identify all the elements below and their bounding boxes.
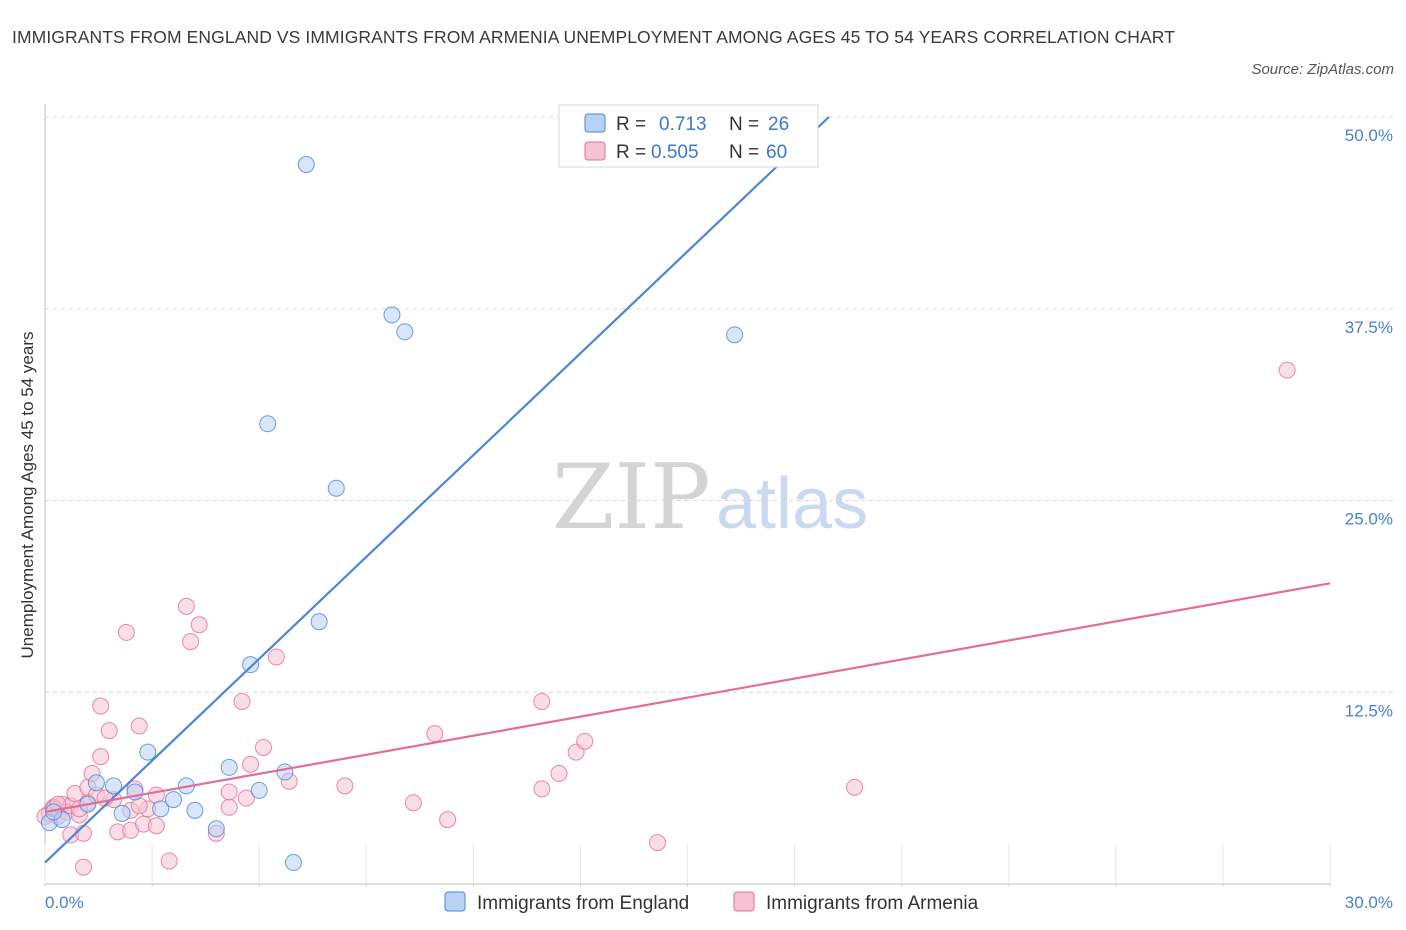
armenia-point bbox=[237, 789, 255, 807]
armenia-point bbox=[576, 732, 594, 750]
armenia-point bbox=[100, 722, 118, 740]
england-point bbox=[113, 804, 131, 822]
england-point bbox=[87, 774, 105, 792]
armenia-point bbox=[177, 597, 195, 615]
y-tick-label: 50.0% bbox=[1345, 126, 1393, 145]
legend-swatch-england bbox=[584, 113, 606, 133]
y-axis-label: Unemployment Among Ages 45 to 54 years bbox=[18, 332, 37, 659]
armenia-point bbox=[336, 777, 354, 795]
armenia-point bbox=[130, 717, 148, 735]
england-points bbox=[40, 156, 744, 872]
england-point bbox=[327, 479, 345, 497]
england-point bbox=[726, 326, 744, 344]
armenia-point bbox=[242, 755, 260, 773]
legend-swatch-armenia bbox=[584, 141, 606, 161]
armenia-point bbox=[75, 858, 93, 876]
legend-r-label-armenia: R = bbox=[616, 142, 646, 163]
england-point bbox=[242, 656, 260, 674]
armenia-point bbox=[426, 725, 444, 743]
armenia-point bbox=[254, 738, 272, 756]
chart-title: IMMIGRANTS FROM ENGLAND VS IMMIGRANTS FR… bbox=[12, 27, 1175, 47]
england-point bbox=[139, 743, 157, 761]
england-point bbox=[105, 777, 123, 795]
armenia-point bbox=[147, 817, 165, 835]
legend-n-value-armenia: 60 bbox=[766, 142, 787, 163]
armenia-point bbox=[92, 748, 110, 766]
correlation-legend: R = 0.713 N = 26 R = 0.505 N = 60 bbox=[558, 104, 819, 168]
bottom-legend-swatch-england bbox=[444, 891, 466, 912]
legend-r-value-armenia: 0.505 bbox=[651, 142, 699, 163]
armenia-point bbox=[220, 798, 238, 816]
england-point bbox=[220, 758, 238, 776]
england-point bbox=[383, 306, 401, 324]
y-tick-label: 12.5% bbox=[1345, 701, 1393, 720]
armenia-point bbox=[233, 692, 251, 710]
armenia-points bbox=[36, 361, 1296, 876]
source-label: Source: ZipAtlas.com bbox=[1251, 61, 1394, 78]
england-point bbox=[297, 156, 315, 174]
watermark-zip: ZIP bbox=[552, 445, 711, 550]
y-tick-label: 25.0% bbox=[1345, 510, 1393, 529]
trend-lines bbox=[44, 116, 1331, 864]
england-point bbox=[310, 613, 328, 631]
armenia-point bbox=[1278, 361, 1296, 379]
bottom-legend-label-armenia: Immigrants from Armenia bbox=[766, 893, 979, 914]
armenia-point bbox=[533, 780, 551, 798]
armenia-point bbox=[220, 783, 238, 801]
england-point bbox=[186, 801, 204, 819]
england-point bbox=[259, 415, 277, 433]
england-trend-line bbox=[44, 116, 830, 864]
legend-n-value-england: 26 bbox=[768, 114, 789, 135]
legend-r-label-england: R = bbox=[616, 114, 646, 135]
england-point bbox=[276, 763, 294, 781]
england-point bbox=[250, 781, 268, 799]
england-point bbox=[152, 800, 170, 818]
armenia-point bbox=[160, 852, 178, 870]
england-point bbox=[284, 854, 302, 872]
legend-n-label-england: N = bbox=[729, 114, 759, 135]
watermark-atlas: atlas bbox=[716, 464, 868, 544]
series-legend: Immigrants from England Immigrants from … bbox=[444, 891, 979, 914]
england-point bbox=[396, 323, 414, 341]
armenia-trend-line bbox=[44, 582, 1331, 813]
bottom-legend-swatch-armenia bbox=[733, 891, 755, 912]
legend-r-value-england: 0.713 bbox=[659, 114, 707, 135]
armenia-point bbox=[550, 765, 568, 783]
england-point bbox=[165, 791, 182, 809]
armenia-point bbox=[75, 824, 93, 842]
x-tick-label-max: 30.0% bbox=[1345, 893, 1393, 912]
gridlines bbox=[45, 116, 1393, 693]
armenia-point bbox=[267, 648, 285, 666]
bottom-legend-label-england: Immigrants from England bbox=[477, 893, 689, 914]
y-axis-tick-labels: 12.5% 25.0% 37.5% 50.0% bbox=[1345, 126, 1393, 720]
armenia-point bbox=[439, 811, 457, 829]
y-tick-label: 37.5% bbox=[1345, 318, 1393, 337]
armenia-point bbox=[92, 697, 110, 715]
armenia-point bbox=[190, 616, 208, 634]
armenia-point bbox=[533, 692, 551, 710]
england-point bbox=[207, 820, 225, 838]
x-tick-label-min: 0.0% bbox=[45, 893, 84, 912]
armenia-point bbox=[117, 623, 135, 641]
x-axis-ticks bbox=[44, 844, 1331, 886]
armenia-point bbox=[649, 834, 667, 852]
armenia-point bbox=[404, 794, 422, 812]
legend-n-label-armenia: N = bbox=[729, 142, 759, 163]
armenia-point bbox=[846, 778, 864, 796]
armenia-point bbox=[182, 633, 200, 651]
